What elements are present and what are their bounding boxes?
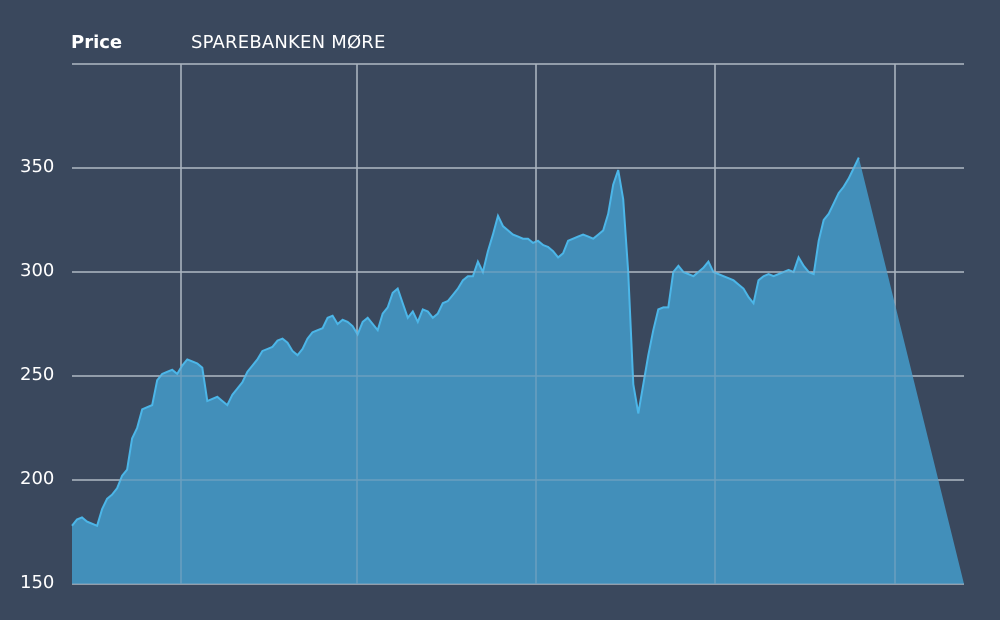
y-tick-label: 200 <box>20 468 55 489</box>
y-tick-label: 300 <box>20 260 55 281</box>
instrument-name: SPAREBANKEN MØRE <box>191 31 386 53</box>
y-tick-label: 350 <box>20 156 55 177</box>
chart-metric-label: Price <box>71 31 123 53</box>
price-line <box>71 157 860 528</box>
grid-lines-overlay <box>72 63 964 585</box>
chart-header: Price SPAREBANKEN MØRE <box>71 30 386 54</box>
y-tick-label: 150 <box>20 572 55 593</box>
price-area-fill <box>72 157 964 584</box>
y-tick-label: 250 <box>20 364 55 385</box>
